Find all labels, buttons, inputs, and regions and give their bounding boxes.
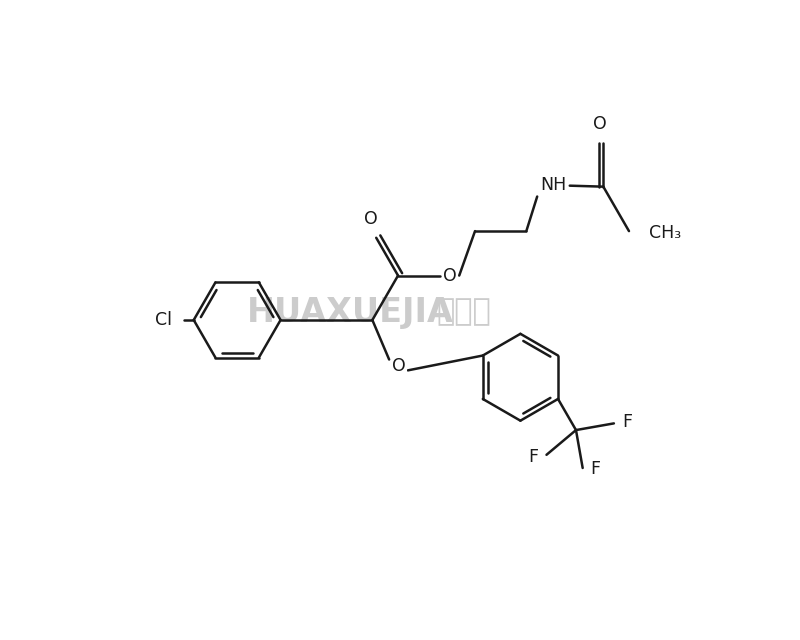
Text: F: F [622, 413, 632, 431]
Text: O: O [594, 115, 607, 133]
Text: NH: NH [540, 176, 566, 194]
Text: 化学加: 化学加 [437, 298, 491, 326]
Text: F: F [590, 460, 601, 478]
Text: HUAXUEJIA: HUAXUEJIA [247, 296, 454, 328]
Text: CH₃: CH₃ [649, 224, 681, 242]
Text: O: O [392, 357, 406, 376]
Text: O: O [365, 210, 378, 228]
Text: Cl: Cl [155, 311, 172, 329]
Text: F: F [529, 448, 538, 466]
Text: O: O [443, 266, 458, 285]
